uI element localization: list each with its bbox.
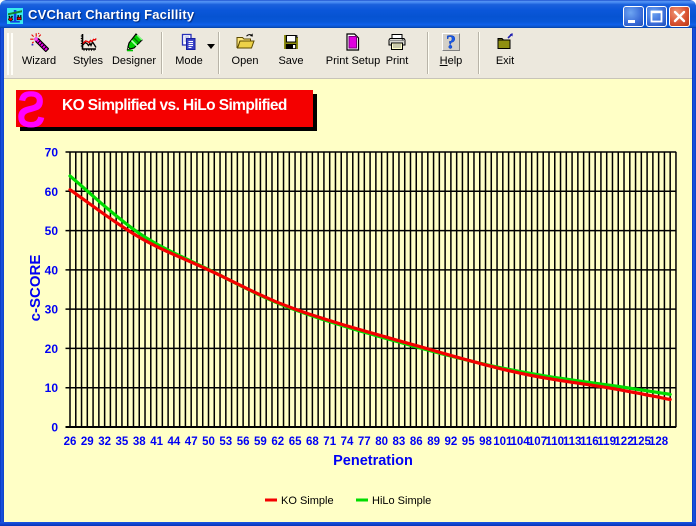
- svg-text:26: 26: [64, 436, 77, 448]
- svg-text:60: 60: [45, 185, 59, 199]
- svg-text:41: 41: [150, 436, 163, 448]
- svg-text:68: 68: [306, 436, 319, 448]
- svg-text:110: 110: [546, 436, 565, 448]
- svg-text:125: 125: [632, 436, 652, 448]
- svg-text:119: 119: [597, 436, 616, 448]
- svg-text:101: 101: [493, 436, 513, 448]
- svg-text:38: 38: [133, 436, 146, 448]
- svg-text:83: 83: [393, 436, 406, 448]
- svg-text:50: 50: [202, 436, 215, 448]
- svg-text:95: 95: [462, 436, 475, 448]
- svg-text:10: 10: [45, 381, 59, 395]
- svg-text:104: 104: [511, 436, 531, 448]
- svg-text:89: 89: [427, 436, 440, 448]
- svg-text:35: 35: [116, 436, 129, 448]
- svg-text:47: 47: [185, 436, 198, 448]
- svg-text:116: 116: [580, 436, 599, 448]
- svg-text:70: 70: [45, 146, 59, 160]
- svg-text:53: 53: [219, 436, 232, 448]
- svg-text:Penetration: Penetration: [333, 453, 413, 469]
- svg-text:50: 50: [45, 224, 59, 238]
- svg-text:107: 107: [528, 436, 547, 448]
- svg-text:113: 113: [563, 436, 582, 448]
- svg-text:62: 62: [271, 436, 284, 448]
- svg-text:71: 71: [323, 436, 336, 448]
- svg-text:92: 92: [445, 436, 458, 448]
- svg-text:77: 77: [358, 436, 371, 448]
- svg-text:29: 29: [81, 436, 94, 448]
- svg-text:86: 86: [410, 436, 423, 448]
- svg-text:59: 59: [254, 436, 267, 448]
- svg-text:98: 98: [479, 436, 492, 448]
- svg-text:80: 80: [375, 436, 388, 448]
- svg-text:65: 65: [289, 436, 302, 448]
- svg-text:30: 30: [45, 303, 59, 317]
- svg-text:20: 20: [45, 342, 59, 356]
- svg-text:?: ?: [446, 32, 456, 52]
- svg-text:0: 0: [51, 421, 58, 435]
- svg-text:32: 32: [98, 436, 111, 448]
- svg-text:122: 122: [614, 436, 633, 448]
- svg-text:56: 56: [237, 436, 250, 448]
- svg-text:40: 40: [45, 263, 59, 277]
- svg-text:HiLo Simple: HiLo Simple: [372, 495, 431, 507]
- svg-text:c-SCORE: c-SCORE: [27, 255, 44, 322]
- svg-text:44: 44: [168, 436, 181, 448]
- svg-text:128: 128: [649, 436, 669, 448]
- svg-text:KO Simple: KO Simple: [281, 495, 334, 507]
- svg-text:74: 74: [341, 436, 354, 448]
